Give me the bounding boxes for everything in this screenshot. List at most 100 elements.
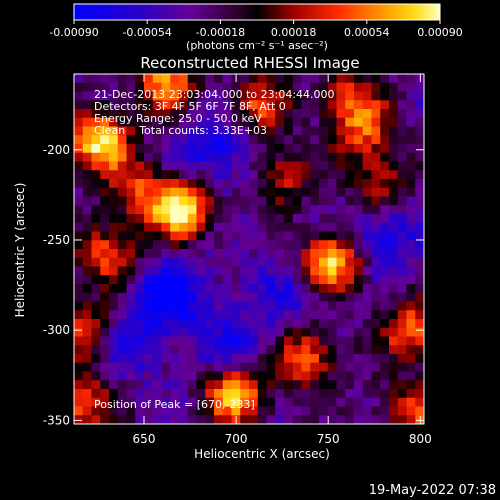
heatmap-cell: [109, 170, 119, 180]
heatmap-cell: [179, 371, 189, 381]
heatmap-cell: [74, 196, 84, 206]
heatmap-cell: [222, 415, 233, 424]
heatmap-cell: [144, 109, 154, 119]
heatmap-cell: [117, 371, 128, 381]
heatmap-cell: [301, 135, 311, 145]
heatmap-cell: [205, 301, 215, 311]
heatmap-cell: [327, 179, 338, 189]
y-tick-label: -250: [43, 233, 70, 247]
heatmap-cell: [109, 345, 119, 355]
heatmap-cell: [327, 397, 338, 408]
heatmap-cell: [301, 371, 311, 381]
heatmap-cell: [170, 179, 180, 189]
heatmap-cell: [161, 231, 171, 241]
heatmap-cell: [257, 231, 268, 241]
heatmap-cell: [249, 380, 259, 390]
heatmap-cell: [100, 82, 110, 93]
heatmap-cell: [74, 82, 84, 93]
heatmap-cell: [389, 152, 399, 163]
heatmap-cell: [362, 144, 373, 154]
heatmap-cell: [397, 336, 408, 346]
heatmap-cell: [257, 362, 268, 373]
heatmap-cell: [240, 397, 250, 408]
heatmap-cell: [406, 135, 416, 145]
heatmap-cell: [196, 389, 206, 399]
heatmap-cell: [161, 319, 171, 329]
heatmap-cell: [135, 170, 145, 180]
heatmap-cell: [257, 397, 268, 408]
heatmap-cell: [301, 126, 311, 136]
heatmap-cell: [266, 275, 276, 285]
heatmap-cell: [74, 249, 84, 259]
heatmap-cell: [91, 126, 101, 136]
heatmap-cell: [144, 91, 154, 101]
heatmap-cell: [240, 301, 250, 311]
heatmap-cell: [117, 161, 128, 171]
heatmap-cell: [170, 117, 180, 128]
heatmap-cell: [266, 327, 276, 338]
heatmap-cell: [389, 135, 399, 145]
heatmap-cell: [187, 161, 198, 171]
heatmap-cell: [284, 292, 294, 303]
heatmap-cell: [231, 82, 241, 93]
heatmap-cell: [170, 397, 180, 408]
heatmap-cell: [380, 117, 390, 128]
heatmap-cell: [415, 301, 424, 311]
heatmap-cell: [249, 406, 259, 416]
heatmap-cell: [91, 91, 101, 101]
heatmap-cell: [362, 284, 373, 294]
heatmap-cell: [354, 354, 364, 364]
heatmap-cell: [249, 231, 259, 241]
heatmap-cell: [170, 257, 180, 268]
heatmap-cell: [117, 179, 128, 189]
heatmap-cell: [179, 249, 189, 259]
heatmap-cell: [301, 249, 311, 259]
heatmap-cell: [371, 292, 381, 303]
heatmap-cell: [91, 257, 101, 268]
heatmap-cell: [336, 82, 346, 93]
heatmap-cell: [415, 170, 424, 180]
heatmap-cell: [284, 249, 294, 259]
heatmap-cell: [397, 362, 408, 373]
heatmap-cell: [161, 362, 171, 373]
heatmap-cell: [284, 161, 294, 171]
heatmap-cell: [82, 152, 93, 163]
heatmap-cell: [109, 257, 119, 268]
heatmap-cell: [284, 319, 294, 329]
heatmap-cell: [319, 406, 329, 416]
heatmap-cell: [292, 380, 303, 390]
heatmap-cell: [362, 170, 373, 180]
heatmap-cell: [284, 205, 294, 215]
heatmap-cell: [161, 187, 171, 198]
heatmap-cell: [319, 327, 329, 338]
heatmap-cell: [100, 205, 110, 215]
heatmap-cell: [249, 109, 259, 119]
heatmap-cell: [389, 310, 399, 320]
heatmap-cell: [345, 319, 355, 329]
heatmap-cell: [257, 117, 268, 128]
heatmap-cell: [240, 275, 250, 285]
heatmap-cell: [240, 266, 250, 276]
heatmap-cell: [214, 170, 224, 180]
heatmap-cell: [292, 187, 303, 198]
heatmap-cell: [82, 82, 93, 93]
heatmap-cell: [196, 74, 206, 84]
heatmap-cell: [222, 301, 233, 311]
heatmap-cell: [397, 389, 408, 399]
heatmap-cell: [371, 327, 381, 338]
heatmap-cell: [187, 275, 198, 285]
heatmap-cell: [310, 214, 320, 224]
heatmap-cell: [161, 144, 171, 154]
heatmap-cell: [371, 301, 381, 311]
heatmap-cell: [74, 100, 84, 110]
heatmap-cell: [152, 354, 163, 364]
heatmap-cell: [275, 327, 285, 338]
heatmap-cell: [301, 327, 311, 338]
heatmap-cell: [327, 144, 338, 154]
heatmap-cell: [100, 117, 110, 128]
heatmap-cell: [214, 310, 224, 320]
heatmap-cell: [257, 327, 268, 338]
heatmap-cell: [292, 266, 303, 276]
heatmap-cell: [301, 380, 311, 390]
heatmap-cell: [354, 91, 364, 101]
